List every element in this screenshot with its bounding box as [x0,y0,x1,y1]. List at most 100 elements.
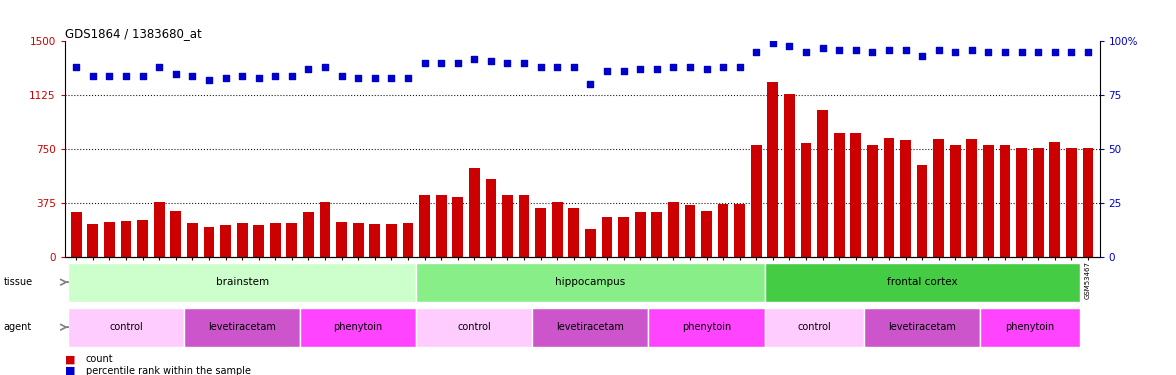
Bar [236,223,247,257]
Text: control: control [109,322,143,332]
Text: levetiracetam: levetiracetam [556,322,624,332]
Point [548,64,567,70]
Bar [68,308,185,347]
Bar [684,205,695,257]
Text: agent: agent [4,322,32,332]
Point [681,64,700,70]
Bar [386,224,396,257]
Bar [1016,148,1027,257]
Point [913,53,931,59]
Point [100,73,119,79]
Bar [701,211,711,257]
Point [996,49,1015,55]
Point [1078,49,1097,55]
Point [200,77,219,83]
Point [614,69,633,75]
Point [432,60,450,66]
Text: phenytoin: phenytoin [334,322,383,332]
Point [946,49,964,55]
Bar [768,81,779,257]
Bar [287,223,298,257]
Point [448,60,467,66]
Bar [154,202,165,257]
Bar [185,308,300,347]
Bar [253,225,265,257]
Text: tissue: tissue [4,277,33,287]
Bar [1049,142,1061,257]
Bar [502,195,513,257]
Point [399,75,417,81]
Point [1062,49,1081,55]
Text: percentile rank within the sample: percentile rank within the sample [86,366,250,375]
Bar [486,179,496,257]
Bar [469,168,480,257]
Bar [917,165,928,257]
Point [796,49,815,55]
Bar [320,202,330,257]
Text: levetiracetam: levetiracetam [208,322,276,332]
Point [830,47,849,53]
Bar [652,212,662,257]
Bar [71,212,81,257]
Bar [967,139,977,257]
Bar [533,308,648,347]
Bar [300,308,416,347]
Point [216,75,235,81]
Point [929,47,948,53]
Bar [121,221,132,257]
Point [730,64,749,70]
Point [880,47,898,53]
Bar [171,211,181,257]
Point [249,75,268,81]
Bar [1033,148,1043,257]
Point [415,60,434,66]
Bar [336,222,347,257]
Bar [900,141,911,257]
Bar [369,224,380,257]
Bar [750,145,762,257]
Bar [416,308,533,347]
Point [697,66,716,72]
Bar [138,220,148,257]
Point [315,64,334,70]
Bar [187,223,198,257]
Point [282,73,301,79]
Text: brainstem: brainstem [215,277,268,287]
Point [714,64,733,70]
Bar [784,94,795,257]
Text: frontal cortex: frontal cortex [887,277,957,287]
Bar [834,133,844,257]
Bar [552,202,562,257]
Point [382,75,401,81]
Bar [850,133,861,257]
Point [564,64,583,70]
Bar [270,223,281,257]
Point [896,47,915,53]
Bar [303,212,314,257]
Text: GDS1864 / 1383680_at: GDS1864 / 1383680_at [65,27,201,40]
Bar [519,195,529,257]
Bar [764,308,864,347]
Point [67,64,86,70]
Point [532,64,550,70]
Text: control: control [797,322,831,332]
Point [166,70,185,76]
Text: phenytoin: phenytoin [682,322,731,332]
Bar [1083,148,1094,257]
Bar [817,110,828,257]
Bar [87,224,99,257]
Bar [950,145,961,257]
Text: count: count [86,354,113,364]
Bar [416,262,764,302]
Text: control: control [457,322,492,332]
Bar [353,223,363,257]
Bar [648,308,764,347]
Point [515,60,534,66]
Point [116,73,135,79]
Bar [867,145,877,257]
Point [481,58,500,64]
Point [747,49,766,55]
Point [581,81,600,87]
Bar [402,223,414,257]
Point [630,66,649,72]
